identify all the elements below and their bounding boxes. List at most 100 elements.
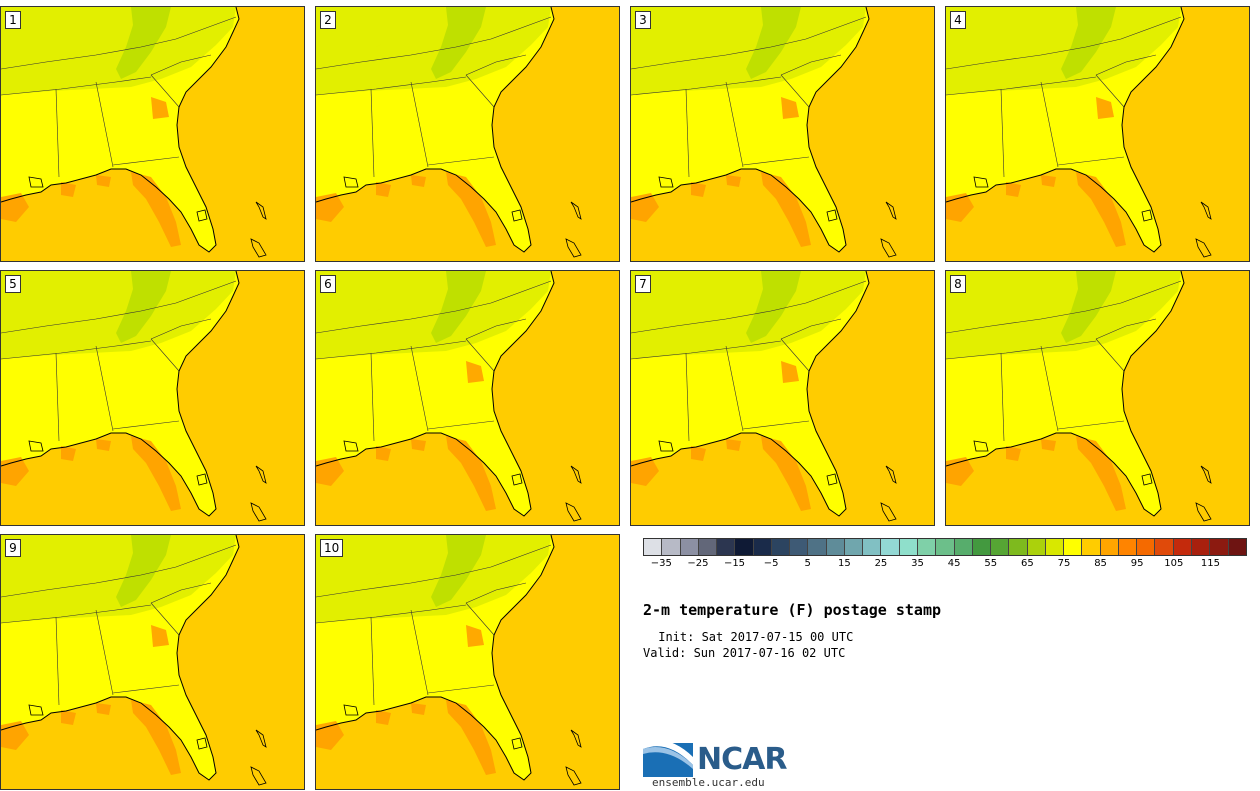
ensemble-panel-7: 7 xyxy=(630,270,935,526)
colorbar-swatch xyxy=(1155,539,1174,555)
delta-outline xyxy=(343,704,359,716)
hot-zone xyxy=(61,710,76,725)
panel-label-4: 4 xyxy=(950,11,966,29)
panel-label-7: 7 xyxy=(635,275,651,293)
coastline xyxy=(316,535,555,781)
cool-zone xyxy=(116,271,171,343)
colorbar-tick-label: 45 xyxy=(947,558,961,569)
ncar-logo-text: NCAR xyxy=(697,742,787,777)
colorbar-swatch xyxy=(808,539,827,555)
hot-zone xyxy=(1041,175,1056,187)
mild-zone xyxy=(336,545,406,580)
colorbar-swatch xyxy=(1009,539,1028,555)
state-border xyxy=(725,345,744,432)
colorbar-tick-label: 35 xyxy=(911,558,924,569)
state-border xyxy=(465,338,495,372)
colorbar-swatch xyxy=(1027,539,1046,555)
state-border xyxy=(946,76,1097,96)
hot-zone xyxy=(411,175,426,187)
state-border xyxy=(112,684,180,694)
state-border xyxy=(95,345,114,432)
ncar-url: ensemble.ucar.edu xyxy=(652,776,765,789)
state-border xyxy=(465,582,527,604)
state-border xyxy=(150,318,212,340)
hot-zone xyxy=(1006,182,1021,197)
island-outline xyxy=(250,766,267,786)
state-border xyxy=(1095,318,1157,340)
delta-outline xyxy=(658,440,674,452)
state-border xyxy=(631,16,867,70)
hot-zone xyxy=(781,361,799,383)
panel-label-10: 10 xyxy=(320,539,344,557)
colorbar-swatch xyxy=(644,539,663,555)
cool-zone xyxy=(431,7,486,79)
colorbar-swatch xyxy=(1082,539,1101,555)
colorbar-swatch xyxy=(1118,539,1138,555)
hot-zone xyxy=(781,97,799,119)
island-outline xyxy=(885,465,897,484)
hot-zone xyxy=(1076,172,1126,247)
colorbar-swatch xyxy=(881,539,900,555)
island-outline xyxy=(880,238,897,258)
hot-zone xyxy=(131,436,181,511)
colorbar-tick-label: 25 xyxy=(874,558,888,569)
island-outline xyxy=(250,502,267,522)
lake-outline xyxy=(826,209,838,222)
hot-zone xyxy=(691,182,706,197)
state-border xyxy=(150,602,180,636)
cool-zone xyxy=(746,271,801,343)
colorbar-swatch xyxy=(735,539,754,555)
ensemble-panel-1: 1 xyxy=(0,6,305,262)
hot-zone xyxy=(1076,436,1126,511)
state-border xyxy=(112,420,180,430)
mild-zone xyxy=(966,17,1036,52)
state-border xyxy=(946,340,1097,360)
panel-label-3: 3 xyxy=(635,11,651,29)
colorbar-tick-label: −15 xyxy=(723,558,746,569)
colorbar-swatch xyxy=(899,539,918,555)
state-border xyxy=(465,602,495,636)
map-8 xyxy=(946,271,1249,525)
state-border xyxy=(427,420,495,430)
state-border xyxy=(150,54,212,76)
hot-zone xyxy=(446,700,496,775)
ensemble-panel-4: 4 xyxy=(945,6,1250,262)
island-outline xyxy=(1195,502,1212,522)
ensemble-panel-8: 8 xyxy=(945,270,1250,526)
colorbar-tick-label: 95 xyxy=(1130,558,1144,569)
ensemble-panel-5: 5 xyxy=(0,270,305,526)
island-outline xyxy=(885,201,897,220)
state-border xyxy=(1000,88,1005,178)
colorbar-swatch xyxy=(954,539,973,555)
delta-outline xyxy=(658,176,674,188)
hot-zone xyxy=(466,625,484,647)
valid-time: Valid: Sun 2017-07-16 02 UTC xyxy=(643,646,846,660)
panel-label-8: 8 xyxy=(950,275,966,293)
hot-zone xyxy=(761,436,811,511)
delta-outline xyxy=(973,440,989,452)
hot-zone xyxy=(131,700,181,775)
colorbar-tick-label: 55 xyxy=(984,558,998,569)
coastline xyxy=(946,271,1185,517)
state-border xyxy=(55,616,60,706)
colorbar-tick-label: 115 xyxy=(1200,558,1220,569)
colorbar-tick-label: −25 xyxy=(687,558,709,569)
hot-zone xyxy=(376,710,391,725)
hot-zone xyxy=(376,182,391,197)
hot-zone xyxy=(466,361,484,383)
colorbar-tick-label: 85 xyxy=(1094,558,1107,569)
state-border xyxy=(946,280,1182,334)
hot-zone xyxy=(376,446,391,461)
colorbar-swatch xyxy=(991,539,1010,555)
state-border xyxy=(1095,54,1157,76)
coastline xyxy=(316,271,555,517)
state-border xyxy=(427,156,495,166)
state-border xyxy=(316,340,467,360)
coastline xyxy=(631,271,870,517)
hot-zone xyxy=(726,175,741,187)
colorbar-swatch xyxy=(1191,539,1211,555)
cool-zone xyxy=(116,7,171,79)
state-border xyxy=(742,420,810,430)
state-border xyxy=(55,88,60,178)
hot-zone xyxy=(151,625,169,647)
